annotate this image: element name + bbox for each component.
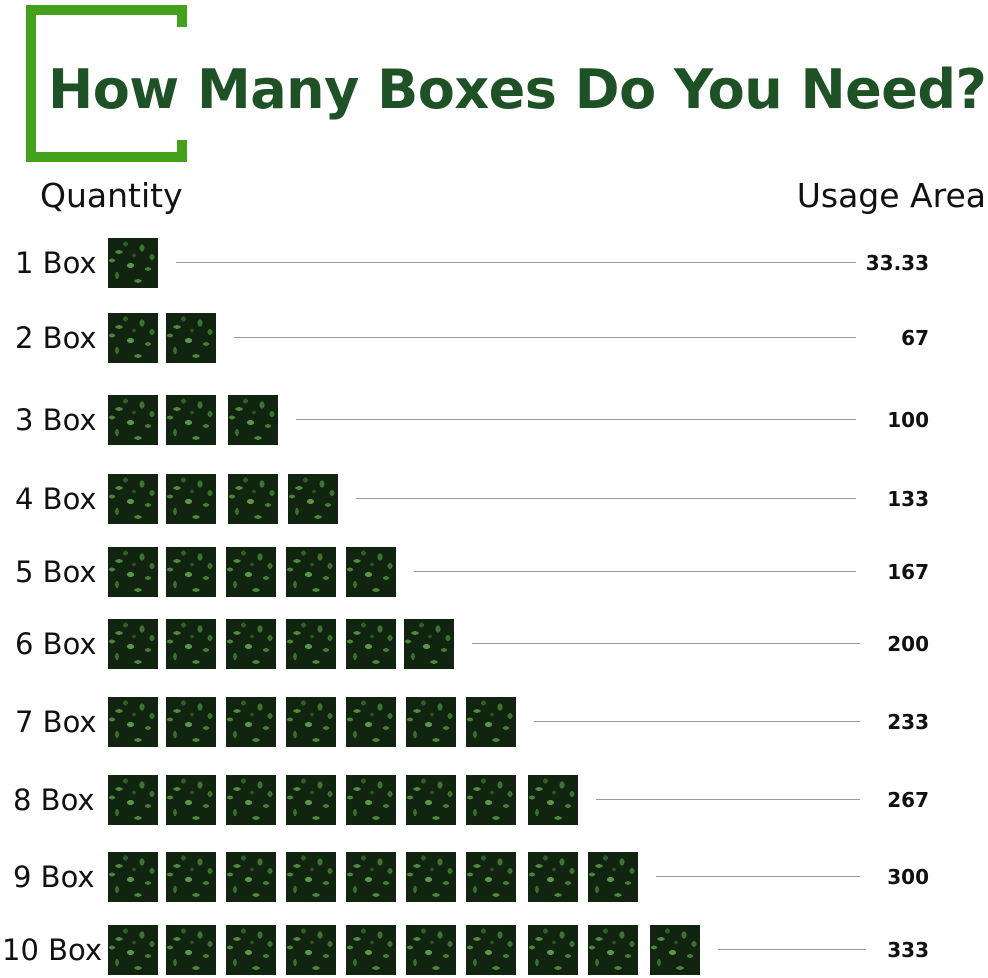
boxwood-tile-icon xyxy=(346,619,396,669)
row-label: 4 Box xyxy=(15,482,97,516)
title-bracket-top xyxy=(26,5,187,15)
boxwood-tile-icon xyxy=(286,619,336,669)
boxwood-tile-icon xyxy=(466,852,516,902)
title-bracket-bottom xyxy=(26,152,187,162)
boxwood-tile-icon xyxy=(588,852,638,902)
row-label: 10 Box xyxy=(2,933,103,967)
page-title: How Many Boxes Do You Need? xyxy=(48,58,987,121)
boxwood-tile-icon xyxy=(466,925,516,975)
boxwood-tile-icon xyxy=(166,619,216,669)
boxwood-tile-icon xyxy=(286,852,336,902)
usage-area-value: 267 xyxy=(887,788,929,812)
boxwood-tile-icon xyxy=(406,852,456,902)
usage-area-value: 333 xyxy=(887,938,929,962)
boxwood-tile-icon xyxy=(588,925,638,975)
boxwood-tile-icon xyxy=(166,474,216,524)
boxwood-tile-icon xyxy=(166,775,216,825)
boxwood-tile-icon xyxy=(346,547,396,597)
quantity-header: Quantity xyxy=(40,176,183,215)
boxwood-tile-icon xyxy=(226,775,276,825)
row-label: 8 Box xyxy=(13,783,95,817)
boxwood-tile-icon xyxy=(346,925,396,975)
leader-line xyxy=(234,337,856,338)
row-label: 1 Box xyxy=(15,246,97,280)
boxwood-tile-icon xyxy=(226,852,276,902)
leader-line xyxy=(596,799,860,800)
boxwood-tile-icon xyxy=(166,547,216,597)
boxwood-tile-icon xyxy=(108,238,158,288)
boxwood-tile-icon xyxy=(406,925,456,975)
boxwood-tile-icon xyxy=(108,619,158,669)
boxwood-tile-icon xyxy=(466,775,516,825)
boxwood-tile-icon xyxy=(166,313,216,363)
boxwood-tile-icon xyxy=(528,852,578,902)
boxwood-tile-icon xyxy=(108,775,158,825)
boxwood-tile-icon xyxy=(346,775,396,825)
boxwood-tile-icon xyxy=(226,697,276,747)
boxwood-tile-icon xyxy=(286,925,336,975)
boxwood-tile-icon xyxy=(108,474,158,524)
leader-line xyxy=(718,949,866,950)
boxwood-tile-icon xyxy=(528,775,578,825)
title-bracket-tick-top xyxy=(177,5,187,27)
boxwood-tile-icon xyxy=(228,474,278,524)
boxwood-tile-icon xyxy=(466,697,516,747)
leader-line xyxy=(356,498,856,499)
boxwood-tile-icon xyxy=(226,547,276,597)
boxwood-tile-icon xyxy=(406,697,456,747)
boxwood-tile-icon xyxy=(108,547,158,597)
leader-line xyxy=(296,419,856,420)
boxwood-tile-icon xyxy=(166,852,216,902)
row-label: 2 Box xyxy=(15,321,97,355)
row-label: 7 Box xyxy=(15,705,97,739)
boxwood-tile-icon xyxy=(288,474,338,524)
boxwood-tile-icon xyxy=(226,619,276,669)
boxwood-tile-icon xyxy=(528,925,578,975)
usage-area-value: 300 xyxy=(887,865,929,889)
row-label: 9 Box xyxy=(13,860,95,894)
row-label: 5 Box xyxy=(15,555,97,589)
boxwood-tile-icon xyxy=(108,395,158,445)
leader-line xyxy=(472,643,860,644)
usage-area-value: 233 xyxy=(887,710,929,734)
usage-area-value: 33.33 xyxy=(865,251,929,275)
title-bracket-tick-bottom xyxy=(177,140,187,162)
boxwood-tile-icon xyxy=(166,925,216,975)
boxwood-tile-icon xyxy=(286,547,336,597)
boxwood-tile-icon xyxy=(346,697,396,747)
row-label: 3 Box xyxy=(15,403,97,437)
boxwood-tile-icon xyxy=(286,697,336,747)
leader-line xyxy=(534,721,860,722)
row-label: 6 Box xyxy=(15,627,97,661)
usage-area-header: Usage Area xyxy=(796,176,986,215)
boxwood-tile-icon xyxy=(286,775,336,825)
usage-area-value: 67 xyxy=(901,326,929,350)
boxwood-tile-icon xyxy=(166,697,216,747)
usage-area-value: 100 xyxy=(887,408,929,432)
boxwood-tile-icon xyxy=(226,925,276,975)
leader-line xyxy=(176,262,856,263)
boxwood-tile-icon xyxy=(228,395,278,445)
boxwood-tile-icon xyxy=(108,852,158,902)
leader-line xyxy=(656,876,860,877)
boxwood-tile-icon xyxy=(108,313,158,363)
boxwood-tile-icon xyxy=(650,925,700,975)
boxwood-tile-icon xyxy=(108,925,158,975)
boxwood-tile-icon xyxy=(404,619,454,669)
boxwood-tile-icon xyxy=(166,395,216,445)
usage-area-value: 167 xyxy=(887,560,929,584)
boxwood-tile-icon xyxy=(108,697,158,747)
boxwood-tile-icon xyxy=(346,852,396,902)
usage-area-value: 133 xyxy=(887,487,929,511)
boxwood-tile-icon xyxy=(406,775,456,825)
leader-line xyxy=(414,571,856,572)
title-bracket-left xyxy=(26,5,36,162)
usage-area-value: 200 xyxy=(887,632,929,656)
